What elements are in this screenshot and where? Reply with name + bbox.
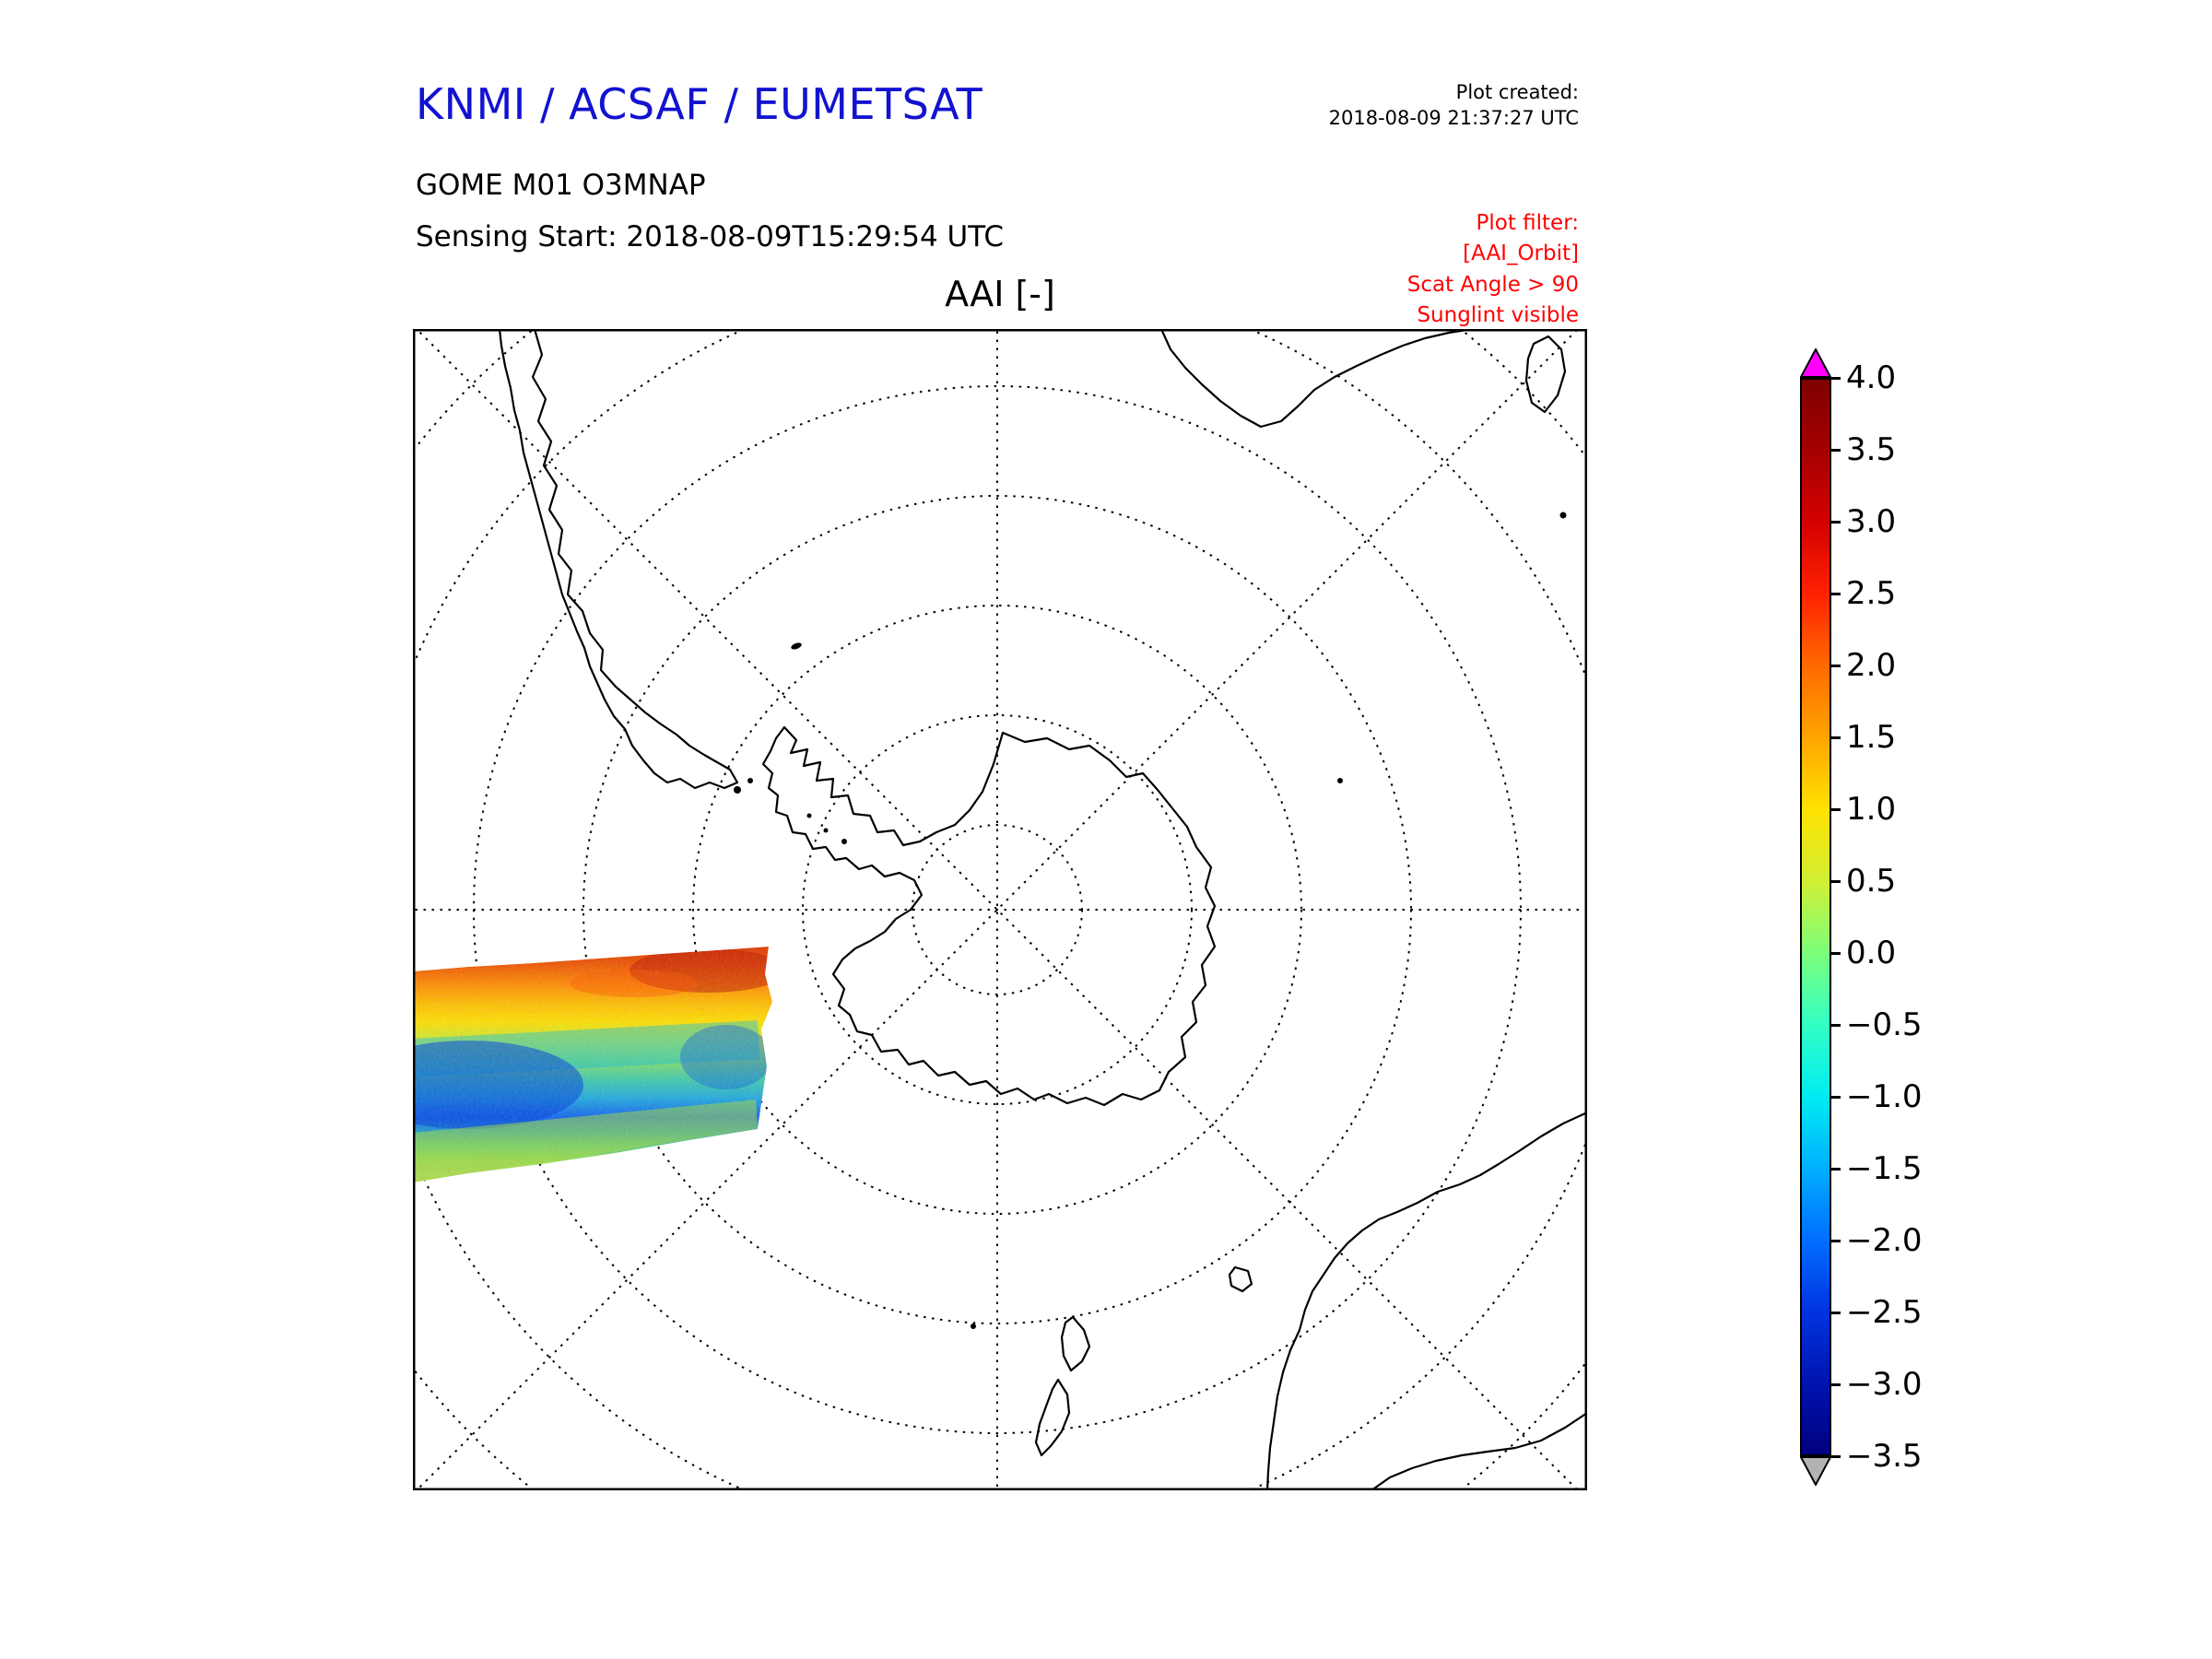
page-title: KNMI / ACSAF / EUMETSAT xyxy=(416,79,983,129)
colorbar-tick-label: −2.5 xyxy=(1846,1294,1923,1331)
graticule xyxy=(415,331,1585,1488)
colorbar-tick-label: 2.0 xyxy=(1846,647,1897,684)
sensing-start: Sensing Start: 2018-08-09T15:29:54 UTC xyxy=(416,220,1004,253)
australia-coast xyxy=(1266,1112,1585,1488)
colorbar-tick-mark xyxy=(1831,1096,1841,1099)
south-america-coast xyxy=(499,331,739,790)
new-zealand-north xyxy=(1060,1315,1091,1372)
colorbar-tick-mark xyxy=(1831,1455,1841,1458)
colorbar-gradient xyxy=(1800,378,1831,1456)
colorbar-tick-label: 4.0 xyxy=(1846,359,1897,396)
colorbar-tick-label: 0.0 xyxy=(1846,935,1897,971)
colorbar-tick-label: 0.5 xyxy=(1846,863,1897,900)
product-name: GOME M01 O3MNAP xyxy=(416,169,706,202)
colorbar-tick-label: −3.5 xyxy=(1846,1438,1923,1475)
new-zealand-south xyxy=(1034,1378,1071,1457)
colorbar-tick-label: 3.5 xyxy=(1846,431,1897,468)
colorbar-tick-label: −3.0 xyxy=(1846,1366,1923,1403)
plot-created-label: Plot created: xyxy=(1455,81,1579,103)
colorbar-tick-label: −2.0 xyxy=(1846,1222,1923,1259)
colorbar-tick-mark xyxy=(1831,665,1841,667)
colorbar-tick-mark xyxy=(1831,1240,1841,1242)
colorbar-tick-label: 3.0 xyxy=(1846,503,1897,540)
colorbar-tick-mark xyxy=(1831,1024,1841,1027)
plot-created-value: 2018-08-09 21:37:27 UTC xyxy=(1328,107,1579,130)
africa-coast xyxy=(1160,331,1465,429)
colorbar-tick-mark xyxy=(1831,593,1841,595)
plot-filter-line: Plot filter: xyxy=(1476,211,1579,235)
antarctica-coast xyxy=(761,725,1217,1107)
colorbar-tick-mark xyxy=(1831,808,1841,811)
small-islands xyxy=(734,512,1567,1329)
colorbar-tick-mark xyxy=(1831,736,1841,739)
plot-filter-line: Sunglint visible xyxy=(1417,303,1579,328)
colorbar-tick-mark xyxy=(1831,449,1841,452)
colorbar-ticks: 4.0 3.5 3.0 2.5 2.0 1.5 1.0 0.5 0.0 −0.5 −1.0 −1.5 −… xyxy=(1800,359,2003,1475)
colorbar-tick-label: −1.5 xyxy=(1846,1150,1923,1187)
colorbar-tick-mark xyxy=(1831,377,1841,380)
colorbar-tick-label: 2.5 xyxy=(1846,575,1897,612)
australia-coast-east xyxy=(1372,1413,1585,1488)
colorbar: 4.0 3.5 3.0 2.5 2.0 1.5 1.0 0.5 0.0 −0.5 −1.0 −1.5 −… xyxy=(1800,348,2012,1547)
colorbar-over-arrow-icon xyxy=(1800,348,1831,378)
madagascar-coast xyxy=(1524,335,1567,414)
coastlines xyxy=(499,331,1585,1488)
colorbar-tick-label: 1.0 xyxy=(1846,791,1897,828)
colorbar-tick-label: −0.5 xyxy=(1846,1006,1923,1043)
colorbar-tick-mark xyxy=(1831,1168,1841,1171)
colorbar-tick-label: 1.5 xyxy=(1846,719,1897,756)
plot-filter-line: Scat Angle > 90 xyxy=(1406,272,1579,297)
plot-created-block: Plot created: 2018-08-09 21:37:27 UTC xyxy=(1329,79,1579,132)
colorbar-tick-mark xyxy=(1831,952,1841,955)
colorbar-tick-mark xyxy=(1831,1312,1841,1314)
colorbar-tick-mark xyxy=(1831,880,1841,883)
colorbar-tick-mark xyxy=(1831,1383,1841,1386)
colorbar-tick-label: −1.0 xyxy=(1846,1078,1923,1115)
map-svg xyxy=(413,329,1587,1490)
aai-data-swath xyxy=(415,947,772,1182)
plot-filter-block: Plot filter: [AAI_Orbit] Scat Angle > 90… xyxy=(1407,208,1579,331)
colorbar-under-arrow-icon xyxy=(1800,1456,1831,1486)
plot-filter-line: [AAI_Orbit] xyxy=(1463,241,1579,266)
map-frame xyxy=(413,329,1587,1490)
map-title: AAI [-] xyxy=(945,274,1055,314)
tasmania-coast xyxy=(1228,1265,1253,1293)
polar-map xyxy=(413,329,1587,1490)
colorbar-tick-mark xyxy=(1831,521,1841,524)
